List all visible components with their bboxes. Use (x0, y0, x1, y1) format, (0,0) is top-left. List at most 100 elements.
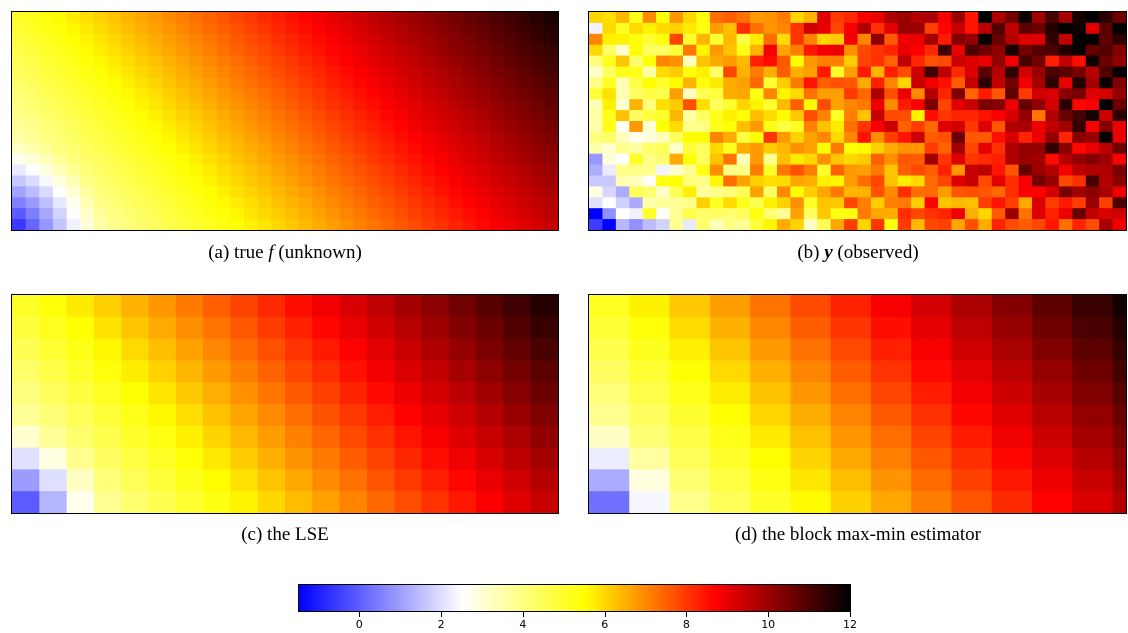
heatmap-a-cell (230, 110, 245, 122)
heatmap-b-cell (1018, 219, 1033, 230)
heatmap-c-cell (257, 382, 272, 394)
heatmap-b-cell (857, 131, 872, 144)
heatmap-b-cell (844, 77, 859, 89)
heatmap-d-cell (736, 349, 751, 361)
heatmap-a-cell (216, 22, 231, 35)
heatmap-d-cell (911, 393, 926, 405)
heatmap-d-cell (951, 469, 966, 481)
heatmap-b-cell (669, 44, 684, 57)
heatmap-b-cell (1099, 66, 1114, 78)
heatmap-a-cell (148, 121, 163, 133)
heatmap-d-cell (589, 349, 604, 361)
heatmap-b-cell (803, 121, 818, 133)
heatmap-c-cell (476, 458, 491, 470)
heatmap-b-cell (844, 121, 859, 133)
heatmap-a-cell (489, 55, 504, 68)
heatmap-a-cell (271, 153, 286, 166)
heatmap-a-cell (216, 99, 231, 111)
heatmap-d-cell (924, 414, 939, 427)
heatmap-c-cell (121, 404, 136, 416)
heatmap-c-cell (339, 469, 354, 481)
heatmap-b-cell (790, 121, 805, 133)
heatmap-b-cell (1005, 55, 1020, 68)
heatmap-a-cell (353, 12, 368, 24)
heatmap-d-cell (844, 502, 859, 513)
heatmap-a-cell (353, 153, 368, 166)
heatmap-d-cell (938, 491, 953, 503)
heatmap-a-cell (353, 22, 368, 35)
heatmap-d-cell (803, 469, 818, 481)
heatmap-c-cell (257, 458, 272, 470)
heatmap-b-cell (790, 186, 805, 198)
heatmap-a-cell (12, 142, 27, 155)
heatmap-b-cell (750, 175, 765, 187)
heatmap-c-cell (339, 393, 354, 405)
heatmap-c-cell (325, 295, 341, 307)
heatmap-a-cell (448, 208, 464, 220)
heatmap-c-cell (476, 425, 491, 438)
heatmap-b-cell (682, 55, 698, 68)
heatmap-b-cell (817, 55, 832, 68)
heatmap-a-cell (216, 153, 231, 166)
heatmap-d-cell (709, 436, 724, 449)
heatmap-c-cell (366, 436, 382, 449)
heatmap-a-cell (271, 175, 286, 187)
heatmap-a-cell (530, 175, 545, 187)
heatmap-b-cell (924, 12, 939, 24)
heatmap-a-cell (462, 77, 477, 89)
heatmap-a-cell (162, 175, 177, 187)
heatmap-a-cell (148, 175, 163, 187)
heatmap-d-cell (696, 349, 711, 361)
heatmap-a-cell (503, 175, 518, 187)
heatmap-d-cell (1045, 371, 1060, 383)
heatmap-b-cell (696, 175, 711, 187)
heatmap-c-cell (366, 316, 382, 329)
heatmap-a-cell (52, 22, 68, 35)
heatmap-b-cell (1018, 66, 1033, 78)
heatmap-c-cell (203, 425, 218, 438)
heatmap-b-cell (1099, 164, 1114, 177)
heatmap-a-cell (52, 110, 68, 122)
heatmap-c-cell (52, 436, 68, 449)
heatmap-d-cell (750, 447, 765, 460)
heatmap-d-cell (1032, 447, 1047, 460)
heatmap-d-cell (1018, 436, 1033, 449)
heatmap-a-cell (203, 121, 218, 133)
heatmap-a-cell (421, 22, 436, 35)
heatmap-c-cell (175, 305, 191, 318)
heatmap-d-cell (656, 480, 671, 492)
heatmap-b-cell (763, 197, 778, 209)
heatmap-d-cell (776, 480, 791, 492)
heatmap-c-cell (203, 295, 218, 307)
heatmap-a-cell (544, 219, 558, 230)
heatmap-b-cell (1045, 219, 1060, 230)
heatmap-c-cell (12, 502, 27, 513)
heatmap-d-cell (844, 404, 859, 416)
heatmap-d-cell (656, 425, 671, 438)
heatmap-a-cell (517, 153, 532, 166)
heatmap-a-cell (353, 66, 368, 78)
heatmap-b-cell (978, 33, 993, 46)
heatmap-a-cell (203, 142, 218, 155)
heatmap-c-cell (435, 404, 450, 416)
heatmap-a-cell (544, 153, 558, 166)
heatmap-c-cell (517, 371, 532, 383)
heatmap-b-cell (682, 175, 698, 187)
heatmap-d-cell (776, 327, 791, 340)
heatmap-b-cell (642, 175, 657, 187)
heatmap-d-cell (991, 447, 1006, 460)
heatmap-a-cell (366, 219, 382, 230)
heatmap-b-cell (924, 208, 939, 220)
heatmap-c-cell (380, 316, 395, 329)
heatmap-c-cell (121, 349, 136, 361)
heatmap-d-cell (1032, 502, 1047, 513)
heatmap-c-cell (189, 338, 204, 351)
heatmap-d-cell (884, 491, 899, 503)
heatmap-b-cell (884, 33, 899, 46)
heatmap-a-cell (148, 142, 163, 155)
heatmap-c-cell (544, 349, 558, 361)
heatmap-a-cell (407, 131, 423, 144)
heatmap-b-cell (682, 12, 698, 24)
heatmap-b-cell (991, 55, 1006, 68)
heatmap-d-cell (790, 469, 805, 481)
